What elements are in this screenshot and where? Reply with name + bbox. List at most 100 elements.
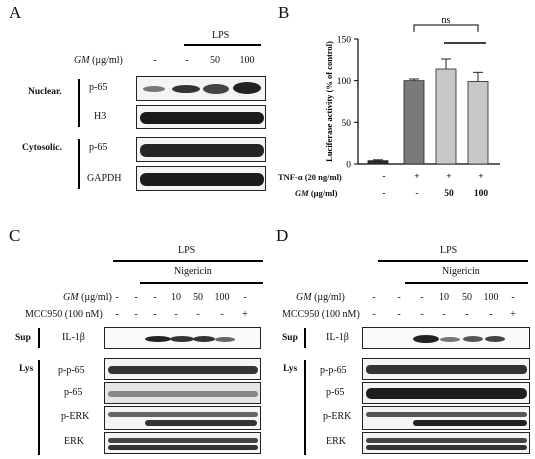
panel-c-gm-value: 50	[193, 292, 203, 303]
panel-b-letter: B	[278, 3, 290, 22]
panel-c-gm-value: -	[134, 292, 138, 303]
panel-a-lps-line	[184, 44, 261, 46]
panel-d-lys-bracket	[304, 360, 306, 455]
panel-c-mcc-value: -	[115, 309, 119, 320]
panel-c-gm-value: -	[115, 292, 119, 303]
panel-b-gm-value: -	[382, 189, 386, 199]
panel-c-gm-row-label: GM (µg/ml)	[63, 292, 112, 303]
y-tick-label: 50	[342, 119, 352, 129]
panel-c-mcc-value: -	[220, 309, 224, 320]
panel-d-mcc-value: +	[510, 309, 516, 320]
panel-d-nigericin-line	[405, 282, 528, 284]
panel-a-gm-row-label: GM (µg/ml)	[74, 55, 123, 66]
panel-d-blot-erk	[362, 432, 530, 454]
panel-c-nigericin-label: Nigericin	[174, 266, 212, 277]
panel-d-mcc-row-label: MCC950 (100 nM)	[282, 309, 360, 320]
panel-d-blot-label: p-ERK	[323, 411, 352, 422]
panel-c-mcc-row-label: MCC950 (100 nM)	[25, 309, 103, 320]
panel-c-gm-value: 10	[171, 292, 181, 303]
panel-b-tnf-value: +	[414, 172, 420, 182]
panel-d-lps-line	[378, 260, 528, 262]
panel-d-mcc-value: -	[465, 309, 469, 320]
panel-b-tnf-value: -	[382, 172, 386, 182]
bar	[367, 160, 389, 165]
panel-c-blot-label: p-p-65	[58, 365, 85, 376]
panel-c-blot-il1b	[104, 327, 261, 349]
panel-d-blot-p65	[362, 382, 530, 404]
panel-a-gm-value: -	[153, 55, 157, 66]
panel-a-blot-label: p-65	[89, 82, 108, 93]
panel-a-cytosolic-label: Cytosolic.	[22, 143, 62, 153]
panel-d-mcc-value: -	[397, 309, 401, 320]
significance-label: ns	[442, 15, 451, 26]
panel-c-sup-label: Sup	[15, 333, 31, 343]
panel-d-gm-value: -	[420, 292, 424, 303]
panel-c-lys-label: Lys	[19, 364, 34, 374]
panel-c-gm-value: 100	[214, 292, 230, 303]
panel-a-gm-value: -	[185, 55, 189, 66]
panel-c-blot-pp65	[104, 358, 261, 380]
panel-d-blot-perk	[362, 406, 530, 430]
panel-c-lps-label: LPS	[178, 245, 196, 256]
panel-c-sup-bracket	[38, 328, 40, 348]
panel-a-blot-p65-cytosolic	[136, 137, 266, 162]
panel-d-blot-pp65	[362, 358, 530, 380]
y-axis-title: Luciferase activity (% of control)	[324, 41, 334, 162]
bar	[435, 68, 457, 165]
panel-b-gm-value: 50	[444, 189, 454, 199]
panel-a-blot-gapdh	[136, 166, 266, 191]
panel-d-mcc-value: -	[442, 309, 446, 320]
significance-bracket	[413, 24, 479, 32]
panel-d-blot-label: IL-1β	[326, 332, 349, 343]
panel-c-gm-value: -	[153, 292, 157, 303]
panel-c-mcc-value: -	[196, 309, 200, 320]
panel-d-gm-value: -	[372, 292, 376, 303]
panel-a-gm-value: 100	[239, 55, 255, 66]
panel-c-nigericin-line	[140, 282, 263, 284]
panel-d-letter: D	[276, 226, 289, 245]
panel-a-nuclear-bracket	[78, 79, 80, 127]
panel-d-blot-label: p-p-65	[320, 365, 347, 376]
panel-c-letter: C	[9, 226, 21, 245]
y-tick-label: 150	[337, 36, 352, 46]
panel-b-gm-label: GM (µg/ml)	[295, 188, 338, 198]
panel-c-blot-perk	[104, 406, 261, 430]
panel-d-lps-label: LPS	[440, 245, 458, 256]
bar	[467, 81, 489, 165]
panel-d-sup-label: Sup	[282, 333, 298, 343]
panel-a-blot-p65-nuclear	[136, 76, 266, 101]
panel-a-letter: A	[9, 3, 22, 22]
panel-d-mcc-value: -	[420, 309, 424, 320]
panel-a-lps-label: LPS	[212, 30, 230, 41]
panel-d-gm-value: 50	[462, 292, 472, 303]
panel-c-mcc-value: -	[174, 309, 178, 320]
panel-b-tnf-value: +	[446, 172, 452, 182]
panel-d-sup-bracket	[304, 328, 306, 348]
panel-d-mcc-value: -	[489, 309, 493, 320]
y-tick-label: 100	[337, 77, 352, 87]
panel-c-lys-bracket	[38, 360, 40, 455]
bar	[403, 80, 425, 165]
panel-b-gm-value: 100	[473, 189, 489, 199]
panel-d-gm-row-label: GM (µg/ml)	[296, 292, 345, 303]
panel-d-gm-value: 10	[439, 292, 449, 303]
panel-d-blot-label: p-65	[326, 387, 345, 398]
panel-c-blot-label: IL-1β	[62, 332, 85, 343]
panel-c-lps-line	[113, 260, 263, 262]
panel-c-blot-label: p-65	[64, 387, 83, 398]
y-tick-label: 0	[346, 161, 351, 171]
panel-a-blot-h3	[136, 105, 266, 129]
panel-d-nigericin-label: Nigericin	[442, 266, 480, 277]
panel-c-blot-label: p-ERK	[61, 411, 90, 422]
panel-d-gm-value: -	[511, 292, 515, 303]
panel-c-gm-value: -	[243, 292, 247, 303]
panel-c-blot-p65	[104, 382, 261, 404]
panel-d-gm-value: -	[397, 292, 401, 303]
panel-a-nuclear-label: Nuclear.	[28, 87, 62, 97]
panel-a-blot-label: GAPDH	[87, 173, 122, 184]
panel-b-tnf-value: +	[478, 172, 484, 182]
panel-a-blot-label: H3	[94, 111, 107, 122]
panel-d-blot-il1b	[362, 327, 530, 349]
panel-a-gm-value: 50	[210, 55, 220, 66]
